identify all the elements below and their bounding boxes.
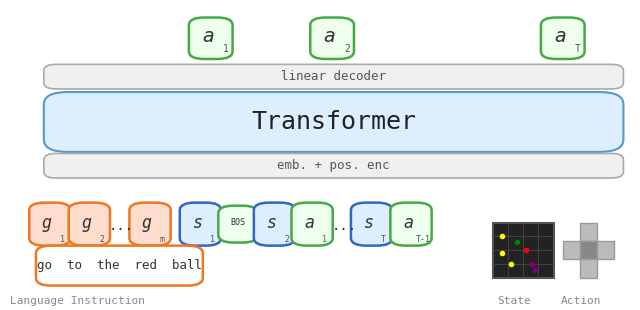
Text: m: m: [159, 235, 164, 244]
FancyBboxPatch shape: [189, 18, 232, 59]
Text: g: g: [42, 214, 52, 232]
FancyBboxPatch shape: [68, 203, 110, 246]
FancyBboxPatch shape: [310, 18, 354, 59]
FancyBboxPatch shape: [580, 223, 597, 241]
FancyBboxPatch shape: [291, 203, 333, 246]
Text: T: T: [381, 235, 386, 244]
FancyBboxPatch shape: [44, 64, 623, 89]
Text: BOS: BOS: [230, 218, 246, 227]
Text: Action: Action: [561, 296, 601, 306]
FancyBboxPatch shape: [597, 241, 614, 259]
FancyBboxPatch shape: [541, 18, 584, 59]
Text: emb. + pos. enc: emb. + pos. enc: [277, 159, 390, 172]
Text: go  to  the  red  ball: go to the red ball: [37, 259, 202, 272]
Text: ...: ...: [109, 219, 134, 233]
Text: g: g: [142, 214, 152, 232]
FancyBboxPatch shape: [129, 203, 171, 246]
Text: s: s: [193, 214, 202, 232]
FancyBboxPatch shape: [580, 241, 597, 259]
FancyBboxPatch shape: [218, 206, 258, 242]
Text: g: g: [81, 214, 92, 232]
Text: a: a: [403, 214, 413, 232]
Text: ...: ...: [332, 219, 357, 233]
FancyBboxPatch shape: [580, 259, 597, 278]
Text: a: a: [323, 27, 335, 46]
FancyBboxPatch shape: [44, 153, 623, 178]
Text: 1: 1: [223, 44, 229, 54]
Text: 2: 2: [284, 235, 289, 244]
Text: State: State: [497, 296, 531, 306]
FancyBboxPatch shape: [180, 203, 221, 246]
FancyBboxPatch shape: [29, 203, 70, 246]
Text: linear decoder: linear decoder: [281, 70, 386, 83]
FancyBboxPatch shape: [493, 223, 554, 278]
Text: s: s: [364, 214, 374, 232]
Text: a: a: [304, 214, 314, 232]
FancyBboxPatch shape: [44, 92, 623, 152]
Text: 1: 1: [322, 235, 327, 244]
Text: Language Instruction: Language Instruction: [10, 296, 145, 306]
FancyBboxPatch shape: [254, 203, 295, 246]
Text: T-1: T-1: [415, 235, 431, 244]
Text: 2: 2: [344, 44, 350, 54]
Text: 1: 1: [210, 235, 215, 244]
FancyBboxPatch shape: [351, 203, 392, 246]
Text: a: a: [554, 27, 566, 46]
Text: 2: 2: [99, 235, 104, 244]
FancyBboxPatch shape: [563, 241, 580, 259]
Text: Transformer: Transformer: [251, 110, 416, 134]
Text: 1: 1: [60, 235, 65, 244]
FancyBboxPatch shape: [390, 203, 431, 246]
Text: T: T: [575, 44, 581, 54]
FancyBboxPatch shape: [36, 246, 203, 286]
Text: a: a: [202, 27, 214, 46]
Text: s: s: [266, 214, 276, 232]
